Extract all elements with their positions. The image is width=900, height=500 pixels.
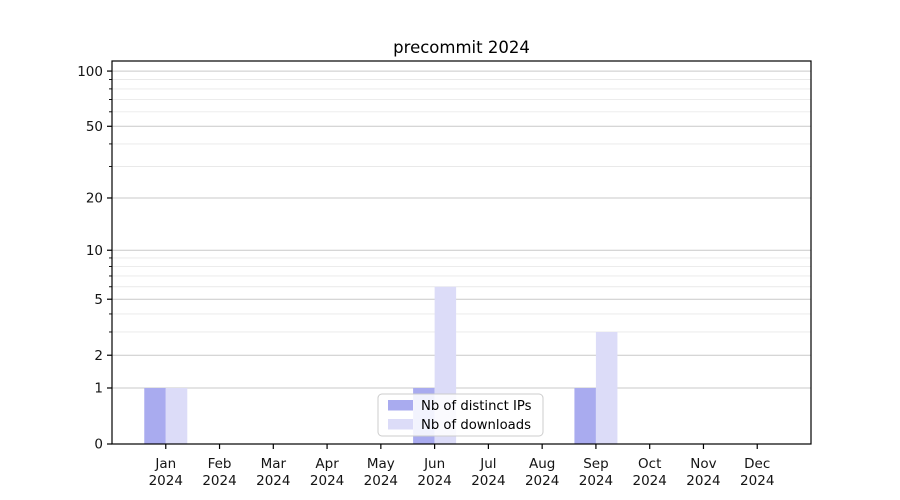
y-tick-label: 50 — [86, 119, 103, 135]
bar-nb-of-downloads-sep — [595, 331, 618, 444]
y-tick-label: 2 — [94, 348, 103, 364]
bar-nb-of-distinct-ips-sep — [574, 387, 596, 444]
x-tick-label: Jun 2024 — [417, 456, 451, 489]
x-tick-label: May 2024 — [364, 456, 398, 489]
legend-swatch — [388, 419, 413, 430]
y-tick-label: 20 — [86, 191, 103, 207]
bar-nb-of-distinct-ips-jan — [144, 387, 166, 444]
x-tick-label: Jan 2024 — [149, 456, 183, 489]
x-tick-label: Oct 2024 — [633, 456, 667, 489]
y-tick-label: 0 — [94, 437, 103, 453]
x-tick-label: Mar 2024 — [256, 456, 290, 489]
x-tick-label: Apr 2024 — [310, 456, 344, 489]
bar-nb-of-downloads-jan — [165, 387, 188, 444]
chart-title: precommit 2024 — [393, 38, 530, 57]
plot-frame — [111, 60, 812, 445]
y-tick-label: 100 — [77, 64, 103, 80]
legend-box — [377, 393, 544, 437]
y-tick-label: 1 — [94, 381, 103, 397]
x-tick-label: Feb 2024 — [202, 456, 236, 489]
y-tick-label: 10 — [86, 243, 103, 259]
legend-label: Nb of downloads — [421, 418, 531, 433]
legend-swatch — [388, 400, 413, 411]
y-tick-label: 5 — [94, 292, 103, 308]
legend-label: Nb of distinct IPs — [421, 399, 532, 414]
x-tick-label: Nov 2024 — [686, 456, 720, 489]
x-tick-label: Dec 2024 — [740, 456, 774, 489]
x-tick-label: Jul 2024 — [471, 456, 505, 489]
x-tick-label: Sep 2024 — [579, 456, 613, 489]
x-tick-label: Aug 2024 — [525, 456, 559, 489]
